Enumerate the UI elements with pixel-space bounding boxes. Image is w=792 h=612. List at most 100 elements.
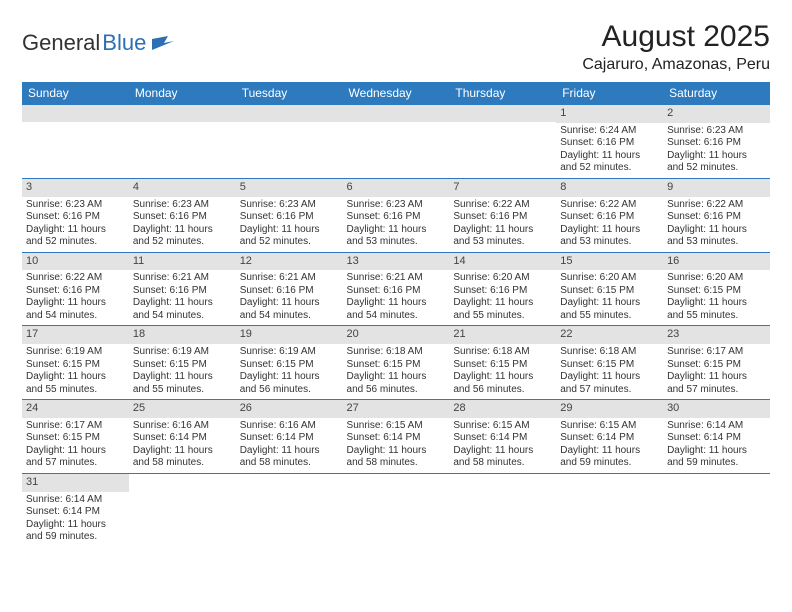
day-number-bar — [236, 105, 343, 122]
daylight-text: Daylight: 11 hours and 56 minutes. — [453, 371, 552, 396]
calendar-week-row: 3Sunrise: 6:23 AMSunset: 6:16 PMDaylight… — [22, 178, 770, 252]
sunset-text: Sunset: 6:16 PM — [453, 285, 552, 298]
day-cell — [129, 105, 236, 178]
day-number-bar — [22, 105, 129, 122]
sunset-text: Sunset: 6:15 PM — [240, 359, 339, 372]
day-cell: 14Sunrise: 6:20 AMSunset: 6:16 PMDayligh… — [449, 252, 556, 326]
sunrise-text: Sunrise: 6:23 AM — [667, 125, 766, 138]
header: GeneralBlue August 2025 Cajaruro, Amazon… — [22, 20, 770, 74]
sunrise-text: Sunrise: 6:14 AM — [26, 494, 125, 507]
daylight-text: Daylight: 11 hours and 52 minutes. — [667, 150, 766, 175]
day-cell: 1Sunrise: 6:24 AMSunset: 6:16 PMDaylight… — [556, 105, 663, 178]
sunset-text: Sunset: 6:16 PM — [240, 285, 339, 298]
day-cell: 15Sunrise: 6:20 AMSunset: 6:15 PMDayligh… — [556, 252, 663, 326]
day-number-bar: 6 — [343, 179, 450, 197]
daylight-text: Daylight: 11 hours and 55 minutes. — [453, 297, 552, 322]
day-cell: 29Sunrise: 6:15 AMSunset: 6:14 PMDayligh… — [556, 400, 663, 474]
sunset-text: Sunset: 6:15 PM — [667, 359, 766, 372]
day-number-bar — [343, 105, 450, 122]
daylight-text: Daylight: 11 hours and 55 minutes. — [26, 371, 125, 396]
day-number-bar: 10 — [22, 253, 129, 271]
sunrise-text: Sunrise: 6:15 AM — [347, 420, 446, 433]
day-number-bar: 30 — [663, 400, 770, 418]
sunset-text: Sunset: 6:15 PM — [667, 285, 766, 298]
sunrise-text: Sunrise: 6:21 AM — [133, 272, 232, 285]
daylight-text: Daylight: 11 hours and 57 minutes. — [560, 371, 659, 396]
sunset-text: Sunset: 6:15 PM — [560, 359, 659, 372]
sunrise-text: Sunrise: 6:23 AM — [133, 199, 232, 212]
logo: GeneralBlue — [22, 30, 174, 56]
day-number-bar: 9 — [663, 179, 770, 197]
day-cell: 8Sunrise: 6:22 AMSunset: 6:16 PMDaylight… — [556, 178, 663, 252]
sunrise-text: Sunrise: 6:18 AM — [560, 346, 659, 359]
sunrise-text: Sunrise: 6:22 AM — [667, 199, 766, 212]
sunset-text: Sunset: 6:16 PM — [133, 285, 232, 298]
day-cell — [556, 473, 663, 546]
daylight-text: Daylight: 11 hours and 52 minutes. — [133, 224, 232, 249]
month-title: August 2025 — [582, 20, 770, 54]
sunset-text: Sunset: 6:14 PM — [667, 432, 766, 445]
daylight-text: Daylight: 11 hours and 56 minutes. — [347, 371, 446, 396]
day-number-bar: 3 — [22, 179, 129, 197]
daylight-text: Daylight: 11 hours and 58 minutes. — [453, 445, 552, 470]
logo-flag-icon — [152, 30, 174, 44]
logo-text-part1: General — [22, 30, 100, 56]
sunrise-text: Sunrise: 6:21 AM — [347, 272, 446, 285]
sunrise-text: Sunrise: 6:22 AM — [26, 272, 125, 285]
day-number-bar: 19 — [236, 326, 343, 344]
calendar-table: Sunday Monday Tuesday Wednesday Thursday… — [22, 82, 770, 547]
day-cell: 3Sunrise: 6:23 AMSunset: 6:16 PMDaylight… — [22, 178, 129, 252]
day-cell — [449, 473, 556, 546]
sunset-text: Sunset: 6:16 PM — [26, 285, 125, 298]
location: Cajaruro, Amazonas, Peru — [582, 56, 770, 74]
day-number-bar: 22 — [556, 326, 663, 344]
sunset-text: Sunset: 6:15 PM — [26, 359, 125, 372]
day-cell: 19Sunrise: 6:19 AMSunset: 6:15 PMDayligh… — [236, 326, 343, 400]
day-number-bar: 11 — [129, 253, 236, 271]
daylight-text: Daylight: 11 hours and 52 minutes. — [560, 150, 659, 175]
day-number-bar: 27 — [343, 400, 450, 418]
daylight-text: Daylight: 11 hours and 54 minutes. — [347, 297, 446, 322]
sunrise-text: Sunrise: 6:19 AM — [133, 346, 232, 359]
day-cell: 7Sunrise: 6:22 AMSunset: 6:16 PMDaylight… — [449, 178, 556, 252]
daylight-text: Daylight: 11 hours and 58 minutes. — [347, 445, 446, 470]
sunset-text: Sunset: 6:15 PM — [453, 359, 552, 372]
dow-sunday: Sunday — [22, 82, 129, 105]
daylight-text: Daylight: 11 hours and 59 minutes. — [667, 445, 766, 470]
day-number-bar: 12 — [236, 253, 343, 271]
day-cell — [129, 473, 236, 546]
sunset-text: Sunset: 6:14 PM — [560, 432, 659, 445]
sunset-text: Sunset: 6:14 PM — [347, 432, 446, 445]
day-cell — [663, 473, 770, 546]
day-of-week-row: Sunday Monday Tuesday Wednesday Thursday… — [22, 82, 770, 105]
calendar-week-row: 24Sunrise: 6:17 AMSunset: 6:15 PMDayligh… — [22, 400, 770, 474]
day-number-bar: 31 — [22, 474, 129, 492]
daylight-text: Daylight: 11 hours and 58 minutes. — [133, 445, 232, 470]
day-cell — [343, 105, 450, 178]
daylight-text: Daylight: 11 hours and 55 minutes. — [560, 297, 659, 322]
day-number-bar — [449, 105, 556, 122]
day-cell: 28Sunrise: 6:15 AMSunset: 6:14 PMDayligh… — [449, 400, 556, 474]
daylight-text: Daylight: 11 hours and 54 minutes. — [26, 297, 125, 322]
day-cell: 10Sunrise: 6:22 AMSunset: 6:16 PMDayligh… — [22, 252, 129, 326]
day-cell: 31Sunrise: 6:14 AMSunset: 6:14 PMDayligh… — [22, 473, 129, 546]
day-number-bar: 8 — [556, 179, 663, 197]
day-cell — [343, 473, 450, 546]
daylight-text: Daylight: 11 hours and 59 minutes. — [560, 445, 659, 470]
day-number-bar: 20 — [343, 326, 450, 344]
day-cell: 20Sunrise: 6:18 AMSunset: 6:15 PMDayligh… — [343, 326, 450, 400]
day-number-bar: 29 — [556, 400, 663, 418]
daylight-text: Daylight: 11 hours and 53 minutes. — [453, 224, 552, 249]
sunrise-text: Sunrise: 6:23 AM — [26, 199, 125, 212]
day-number-bar: 16 — [663, 253, 770, 271]
day-number-bar: 15 — [556, 253, 663, 271]
day-cell: 26Sunrise: 6:16 AMSunset: 6:14 PMDayligh… — [236, 400, 343, 474]
daylight-text: Daylight: 11 hours and 54 minutes. — [133, 297, 232, 322]
daylight-text: Daylight: 11 hours and 52 minutes. — [240, 224, 339, 249]
calendar-body: 1Sunrise: 6:24 AMSunset: 6:16 PMDaylight… — [22, 105, 770, 547]
day-cell: 2Sunrise: 6:23 AMSunset: 6:16 PMDaylight… — [663, 105, 770, 178]
daylight-text: Daylight: 11 hours and 55 minutes. — [667, 297, 766, 322]
sunrise-text: Sunrise: 6:16 AM — [240, 420, 339, 433]
sunrise-text: Sunrise: 6:21 AM — [240, 272, 339, 285]
sunset-text: Sunset: 6:15 PM — [133, 359, 232, 372]
